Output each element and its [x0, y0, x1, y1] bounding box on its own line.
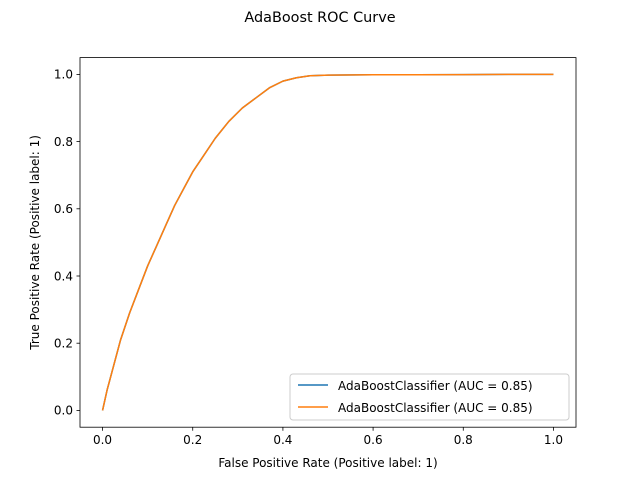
y-tick-label: 0.6: [54, 202, 73, 216]
y-tick-label: 0.4: [54, 269, 73, 283]
legend-box: [289, 373, 570, 421]
legend: AdaBoostClassifier (AUC = 0.85) AdaBoost…: [289, 373, 570, 421]
x-axis-label: False Positive Rate (Positive label: 1): [218, 456, 437, 470]
y-axis-ticks: 0.0 0.2 0.4 0.6 0.8 1.0: [54, 68, 80, 418]
x-axis-ticks: 0.0 0.2 0.4 0.6 0.8 1.0: [93, 427, 563, 447]
plot-area: 0.0 0.2 0.4 0.6 0.8 1.0 0.0 0.2 0.4 0.6 0.8 1.0: [54, 57, 577, 447]
x-tick-label: 0.6: [364, 433, 383, 447]
axes-frame: [79, 57, 577, 428]
chart-title: AdaBoost ROC Curve: [244, 10, 395, 26]
series-layer: [101, 73, 554, 411]
y-axis-label: True Positive Rate (Positive label: 1): [28, 135, 42, 351]
x-tick-label: 0.8: [454, 433, 473, 447]
series-line-2: [101, 73, 554, 411]
y-tick-label: 0.0: [54, 404, 73, 418]
y-tick-label: 1.0: [54, 68, 73, 82]
y-tick-label: 0.2: [54, 337, 73, 351]
series-line-1: [101, 73, 554, 411]
legend-label-series-1: AdaBoostClassifier (AUC = 0.85): [338, 379, 533, 393]
x-tick-label: 1.0: [544, 433, 563, 447]
legend-label-series-2: AdaBoostClassifier (AUC = 0.85): [338, 401, 533, 415]
y-tick-label: 0.8: [54, 135, 73, 149]
x-tick-label: 0.0: [93, 433, 112, 447]
x-tick-label: 0.2: [183, 433, 202, 447]
x-tick-label: 0.4: [273, 433, 292, 447]
